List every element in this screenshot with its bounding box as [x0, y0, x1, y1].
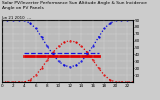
Text: Solar PV/Inverter Performance Sun Altitude Angle & Sun Incidence Angle on PV Pan: Solar PV/Inverter Performance Sun Altitu… — [2, 1, 147, 10]
Text: Jun 21 2010  ---: Jun 21 2010 --- — [2, 16, 32, 20]
